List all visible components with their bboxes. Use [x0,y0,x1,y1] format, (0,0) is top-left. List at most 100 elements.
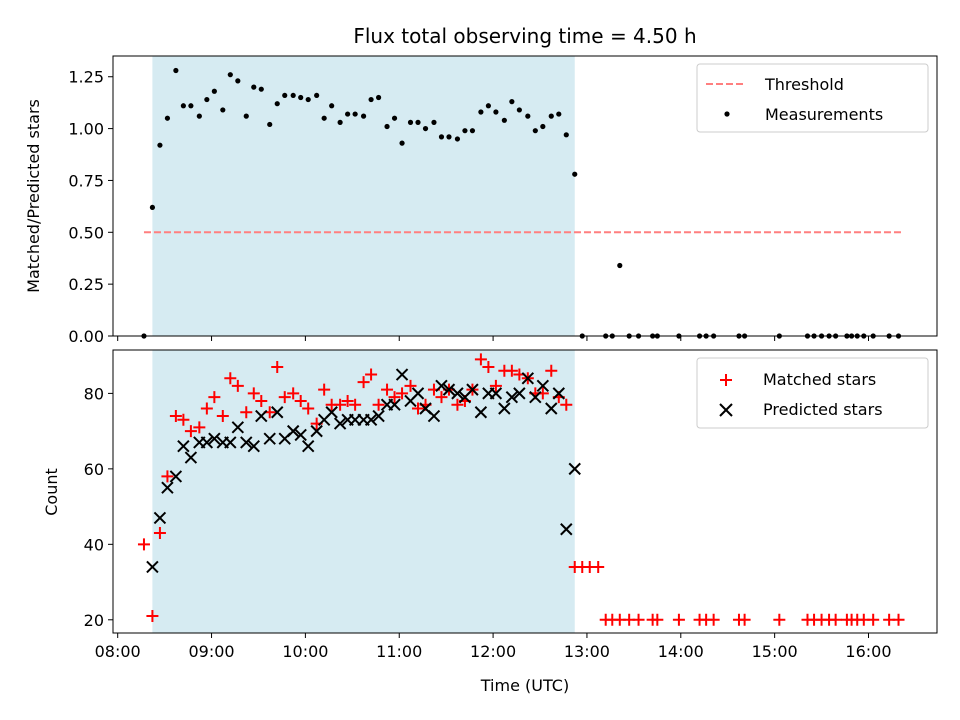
measurement-point [548,113,554,119]
top-legend: Threshold Measurements [696,63,929,133]
measurement-point [384,123,390,130]
predicted-star-point [498,402,511,415]
measurement-point [563,132,569,138]
predicted-star-point [153,511,167,525]
predicted-star-point [169,470,183,483]
x-tick-label: 08:00 [95,642,141,661]
predicted-star-point [489,387,503,400]
chart-title: Flux total observing time = 4.50 h [353,24,696,48]
predicted-star-point [333,417,347,430]
measurement-point [532,128,538,134]
measurement-point [211,88,217,94]
top-observing-window [152,56,575,336]
top-panel: 0.00 0.25 0.50 0.75 1.00 1.25 Matched/Predict… [24,55,938,346]
bottom-matched-points [137,353,905,626]
top-measurement-points [141,67,902,339]
matched-star-point [247,387,260,400]
bottom-observing-window [152,350,575,633]
predicted-star-point [301,440,315,453]
matched-star-point [208,391,221,404]
predicted-star-point [395,368,409,381]
matched-star-point [146,610,159,623]
measurement-point [375,94,382,101]
x-tick-label: 11:00 [376,642,422,661]
measurement-point [188,103,194,109]
matched-star-point [184,425,197,438]
predicted-star-point [208,432,221,445]
legend-measurements-label: Measurements [765,105,883,124]
matched-star-point [829,613,842,626]
matched-star-point [707,613,720,626]
matched-star-point [294,394,307,407]
bottom-y-tick-label: 60 [84,460,104,479]
predicted-star-point [271,406,284,419]
measurement-point [516,107,522,113]
measurement-point [314,92,320,99]
measurement-point [469,128,476,134]
predicted-star-point [247,440,260,453]
measurement-point [149,204,156,211]
matched-star-point [341,394,354,407]
matched-star-point [302,402,315,415]
predicted-star-point [513,387,526,400]
measurement-point [617,262,623,269]
matched-star-point [271,360,284,373]
predicted-star-point [451,387,464,400]
top-axes-frame [112,55,938,337]
predicted-star-point [294,428,307,442]
matched-star-point [137,538,150,551]
predicted-star-point [442,383,456,396]
measurement-point [407,119,414,125]
x-tick-label: 16:00 [845,642,891,661]
predicted-star-point [388,398,401,411]
measurement-point [485,103,491,109]
measurement-point [235,78,241,84]
matched-star-point [255,394,268,407]
top-legend-box [696,63,929,133]
matched-star-point [169,410,182,423]
matched-star-point [773,613,786,626]
measurement-point [478,109,484,115]
measurement-point [399,140,405,146]
predicted-star-point [325,406,338,419]
predicted-star-point [184,451,198,464]
x-tick-label: 10:00 [282,642,328,661]
measurement-point [267,121,273,128]
measurement-point [509,99,515,105]
measurement-point [337,119,343,125]
measurement-point [391,115,398,121]
legend-matched-label: Matched stars [763,370,876,389]
matched-star-point [592,560,605,573]
top-y-tick-label: 0.25 [68,275,104,294]
measurement-point [321,115,327,121]
measurement-point [243,113,249,119]
matched-star-point [867,613,880,626]
bottom-legend: Matched stars Predicted stars [696,357,929,429]
predicted-star-point [255,409,268,423]
bottom-panel: 20 40 60 80 08:00 09:00 10:00 11:00 12:00 13:00 1… [42,350,938,695]
predicted-star-point [364,413,378,427]
predicted-star-point [231,421,245,434]
matched-star-point [474,353,487,366]
legend-predicted-swatch [719,403,733,417]
measurement-point [540,123,546,130]
measurement-point [329,103,335,109]
matched-star-point [231,379,244,392]
matched-star-point [632,613,645,626]
top-y-tick-label: 1.00 [68,120,104,139]
matched-star-point [435,391,448,404]
measurement-point [438,134,445,140]
matched-star-point [318,383,331,396]
matched-star-point [287,387,300,400]
measurement-point [251,84,257,90]
predicted-star-point [224,436,237,449]
measurement-point [368,96,374,103]
measurement-point [204,96,210,103]
matched-star-point [240,406,253,419]
matched-star-point [216,410,229,423]
measurement-point [462,128,468,134]
measurement-point [352,111,358,117]
matched-star-point [505,364,518,377]
measurement-point [431,119,437,125]
